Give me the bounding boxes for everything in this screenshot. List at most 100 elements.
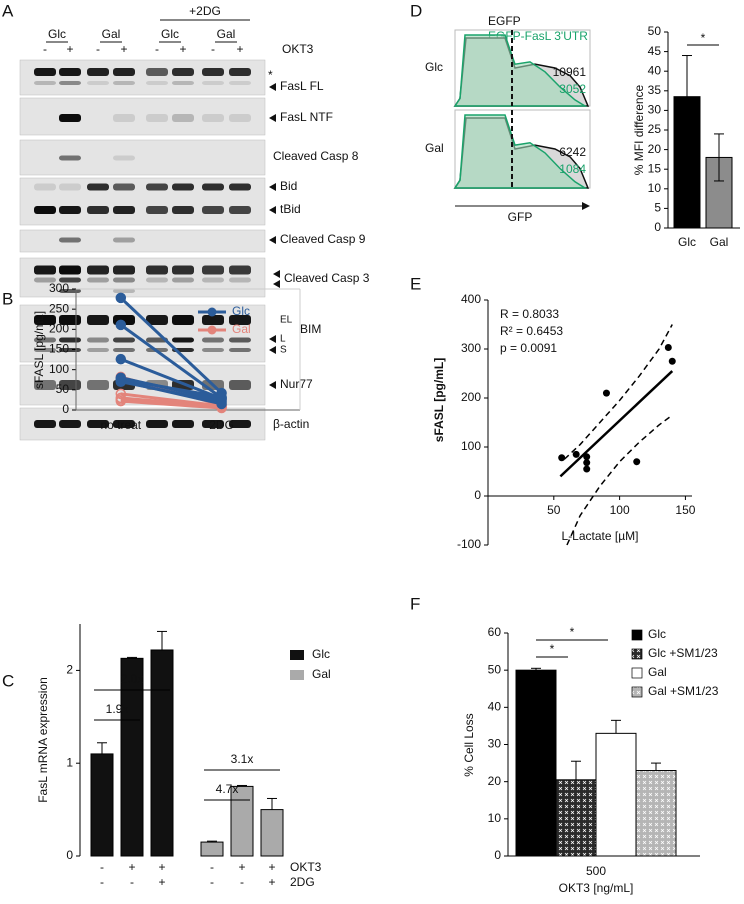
- blot-band: [202, 114, 224, 122]
- blot-band: [202, 315, 224, 325]
- y-axis-label: FasL mRNA expression: [36, 677, 50, 803]
- bar: [515, 669, 557, 857]
- error-bar: [611, 719, 621, 734]
- y-tick-label: 15: [648, 161, 662, 175]
- band-label: FasL FL: [280, 79, 324, 93]
- condition-sign: -: [100, 875, 104, 889]
- panel-label: C: [2, 671, 14, 690]
- legend-label: Gal: [312, 667, 331, 681]
- panel-label: F: [410, 594, 420, 613]
- y-tick-label: 100: [49, 362, 69, 376]
- y-tick-label: 250: [49, 301, 69, 315]
- x-tick-label: 2DG: [209, 418, 234, 432]
- blot-band: [113, 348, 135, 352]
- blot-band: [229, 183, 251, 191]
- blot-band: [87, 81, 109, 85]
- blot-band: [172, 183, 194, 191]
- point: [216, 396, 227, 408]
- flow-legend: EGFP: [488, 14, 521, 28]
- y-tick-label: 50: [56, 382, 70, 396]
- y-tick-label: 0: [62, 402, 69, 416]
- blot-band: [229, 265, 251, 275]
- blot-band: [87, 68, 109, 76]
- y-tick-label: 300: [49, 281, 69, 295]
- blot-band: [172, 337, 194, 343]
- blot-band: [113, 183, 135, 191]
- error-bar: [157, 630, 167, 650]
- error-bar: [207, 840, 217, 843]
- blot-band: [34, 348, 56, 352]
- histogram-fasl: [453, 34, 588, 107]
- condition-sign: -: [100, 860, 104, 874]
- band-label: Cleaved Casp 9: [280, 232, 366, 246]
- blot-band: [202, 68, 224, 76]
- blot-band: [202, 277, 224, 283]
- bar: [555, 779, 597, 857]
- y-tick-label: 0: [66, 848, 73, 862]
- x-axis-label: L-Lactate [µM]: [562, 529, 639, 543]
- point: [558, 454, 566, 462]
- point: [668, 357, 676, 365]
- error-bar: [127, 656, 137, 659]
- error-bar: [531, 667, 541, 671]
- paired-line: [119, 296, 223, 395]
- blot-band: [146, 114, 168, 122]
- y-axis-label: sFASL [pg/mL]: [32, 311, 46, 389]
- blot-band: [172, 81, 194, 85]
- band-label: Cleaved Casp 3: [284, 271, 370, 285]
- blot-band: [146, 183, 168, 191]
- y-tick-label: 0: [654, 220, 661, 234]
- legend-label: Gal +SM1/23: [648, 684, 719, 698]
- blot-band: [34, 315, 56, 325]
- blot-strip: [19, 407, 266, 441]
- blot-band: [59, 420, 81, 428]
- blot-band: [59, 68, 81, 76]
- arrowhead: [269, 206, 276, 214]
- error-bar: [682, 55, 692, 139]
- error-bar: [571, 760, 581, 780]
- blot-band: [229, 348, 251, 352]
- bar: [260, 809, 284, 857]
- condition-sign: -: [210, 860, 214, 874]
- error-bar: [651, 762, 661, 771]
- x-tick-label: no treat: [100, 418, 141, 432]
- point: [664, 344, 672, 352]
- blot-band: [59, 183, 81, 191]
- y-tick-label: 200: [49, 322, 69, 336]
- band-label: L: [280, 334, 286, 345]
- fold-change: 2.0x: [121, 672, 144, 686]
- blot-band: [113, 155, 135, 161]
- bar: [90, 753, 114, 857]
- blot-band: [202, 348, 224, 352]
- y-tick-label: 100: [461, 439, 481, 453]
- blot-band: [34, 68, 56, 76]
- bar: [200, 841, 224, 857]
- regression-line: [559, 370, 674, 478]
- blot-band: [202, 183, 224, 191]
- legend-swatch: [631, 648, 643, 660]
- bar: [120, 657, 144, 857]
- row-label: Gal: [425, 141, 444, 155]
- band-label: EL: [280, 315, 293, 326]
- blot-band: [146, 420, 168, 428]
- gfp-arrow: [582, 202, 590, 210]
- blot-strip: [19, 97, 266, 136]
- y-tick-label: 0: [494, 848, 501, 862]
- error-bar: [97, 742, 107, 754]
- y-tick-label: 10: [488, 811, 502, 825]
- panel-label: D: [410, 1, 422, 20]
- lane-sign: +: [236, 42, 243, 56]
- blot-band: [229, 337, 251, 343]
- confidence-band: [563, 324, 673, 460]
- y-tick-label: -100: [457, 537, 481, 551]
- x-tick-label: Glc: [678, 235, 696, 249]
- blot-band: [34, 420, 56, 428]
- blot-band: [229, 315, 251, 325]
- band-label: tBid: [280, 202, 301, 216]
- blot-band: [113, 206, 135, 214]
- legend-label: Glc: [312, 647, 330, 661]
- y-tick-label: 40: [488, 700, 502, 714]
- blot-strip: [19, 139, 266, 176]
- paired-line: [120, 377, 222, 399]
- paired-line: [120, 357, 223, 401]
